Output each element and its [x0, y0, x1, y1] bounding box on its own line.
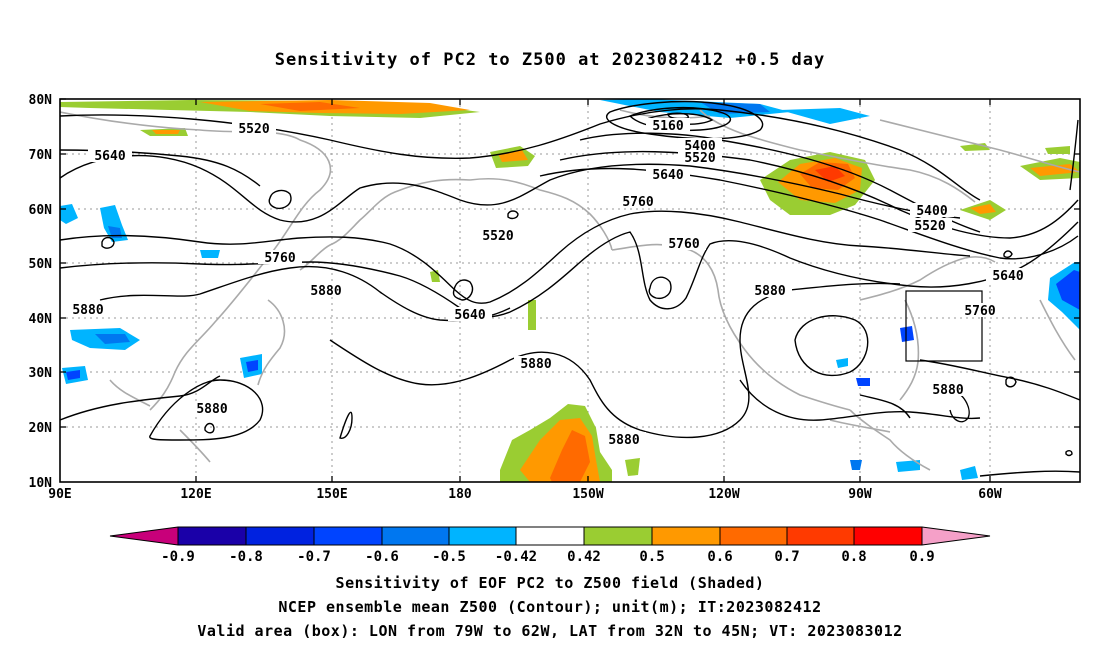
- contour-label: 5520: [476, 228, 520, 244]
- lon-label: 150E: [316, 487, 347, 502]
- colorbar-swatch: [652, 527, 720, 545]
- colorbar-tick: -0.6: [365, 549, 399, 565]
- lon-label: 90E: [48, 487, 71, 502]
- svg-text:5640: 5640: [94, 149, 125, 164]
- svg-text:5640: 5640: [652, 168, 683, 183]
- colorbar-swatch: [854, 527, 922, 545]
- contour-label: 5640: [986, 268, 1030, 284]
- colorbar-swatch: [246, 527, 314, 545]
- colorbar-swatch: [449, 527, 516, 545]
- colorbar-tick: 0.9: [909, 549, 934, 565]
- contour-label: 5880: [926, 382, 970, 398]
- lat-label: 80N: [29, 93, 53, 108]
- colorbar-swatch: [787, 527, 854, 545]
- svg-text:5760: 5760: [668, 237, 699, 252]
- contour-label: 5880: [514, 356, 558, 372]
- tick-marks: [60, 98, 1080, 482]
- lat-label: 50N: [29, 257, 53, 272]
- colorbar: [109, 526, 991, 546]
- colorbar-tick: -0.42: [495, 549, 537, 565]
- lat-label: 20N: [29, 421, 53, 436]
- colorbar-tick: 0.7: [774, 549, 799, 565]
- contour-label: 5880: [190, 401, 234, 417]
- valid-area-box: [905, 290, 983, 362]
- svg-text:5640: 5640: [454, 308, 485, 323]
- colorbar-tick: 0.5: [639, 549, 664, 565]
- svg-text:5160: 5160: [652, 119, 683, 134]
- svg-text:5880: 5880: [520, 357, 551, 372]
- colorbar-swatch: [516, 527, 584, 545]
- contour-label: 5880: [748, 283, 792, 299]
- svg-text:5520: 5520: [914, 219, 945, 234]
- svg-text:5760: 5760: [964, 304, 995, 319]
- colorbar-tick: 0.6: [707, 549, 732, 565]
- map-frame: [59, 98, 1081, 483]
- latitude-labels: 80N 70N 60N 50N 40N 30N 20N 10N: [29, 93, 53, 491]
- contour-labels: 5520 5640 5160 5400 5520 5640 5400 5520 …: [66, 118, 1030, 448]
- colorbar-tick: 0.8: [841, 549, 866, 565]
- lat-label: 40N: [29, 312, 53, 327]
- colorbar-tick: 0.42: [567, 549, 601, 565]
- svg-text:5640: 5640: [992, 269, 1023, 284]
- svg-text:5880: 5880: [932, 383, 963, 398]
- contour-label: 5880: [66, 302, 110, 318]
- lat-label: 30N: [29, 366, 53, 381]
- colorbar-ticks: -0.9 -0.8 -0.7 -0.6 -0.5 -0.42 0.42 0.5 …: [161, 549, 935, 565]
- lon-label: 120W: [708, 487, 739, 502]
- colorbar-swatch: [110, 527, 178, 545]
- svg-text:5880: 5880: [72, 303, 103, 318]
- contour-label: 5760: [616, 194, 660, 210]
- z500-contours: [60, 100, 1080, 477]
- longitude-labels: 90E 120E 150E 180 150W 120W 90W 60W: [48, 487, 1002, 502]
- contour-label: 5640: [646, 167, 690, 183]
- map-title: Sensitivity of PC2 to Z500 at 2023082412…: [274, 50, 826, 70]
- svg-text:5880: 5880: [310, 284, 341, 299]
- contour-label: 5760: [662, 236, 706, 252]
- colorbar-swatch: [314, 527, 382, 545]
- colorbar-swatch: [922, 527, 990, 545]
- caption-shading: Sensitivity of EOF PC2 to Z500 field (Sh…: [335, 574, 765, 592]
- colorbar-swatch: [720, 527, 787, 545]
- svg-text:5880: 5880: [754, 284, 785, 299]
- contour-label: 5400: [910, 203, 954, 219]
- lon-label: 60W: [978, 487, 1002, 502]
- colorbar-tick: -0.9: [161, 549, 195, 565]
- lat-label: 70N: [29, 148, 53, 163]
- lon-label: 150W: [572, 487, 603, 502]
- contour-label: 5760: [258, 250, 302, 266]
- colorbar-tick: -0.5: [432, 549, 466, 565]
- svg-text:5760: 5760: [264, 251, 295, 266]
- contour-label: 5520: [232, 121, 276, 137]
- svg-text:5520: 5520: [238, 122, 269, 137]
- contour-label: 5760: [958, 303, 1002, 319]
- svg-text:5880: 5880: [196, 402, 227, 417]
- colorbar-tick: -0.7: [297, 549, 331, 565]
- colorbar-tick: -0.8: [229, 549, 263, 565]
- contour-label: 5520: [908, 218, 952, 234]
- lon-label: 120E: [180, 487, 211, 502]
- contour-label: 5880: [304, 283, 348, 299]
- lat-label: 10N: [29, 476, 53, 491]
- colorbar-swatch: [178, 527, 246, 545]
- svg-text:5520: 5520: [684, 151, 715, 166]
- contour-label: 5880: [602, 432, 646, 448]
- contour-label: 5160: [646, 118, 690, 134]
- colorbar-swatch: [584, 527, 652, 545]
- svg-text:5400: 5400: [916, 204, 947, 219]
- contour-label: 5640: [88, 148, 132, 164]
- contour-label: 5640: [448, 307, 492, 323]
- lon-label: 180: [448, 487, 472, 502]
- contour-label: 5520: [678, 150, 722, 166]
- caption-contour: NCEP ensemble mean Z500 (Contour); unit(…: [278, 598, 822, 616]
- svg-text:5760: 5760: [622, 195, 653, 210]
- caption-valid-area: Valid area (box): LON from 79W to 62W, L…: [197, 622, 903, 640]
- svg-text:5880: 5880: [608, 433, 639, 448]
- svg-text:5520: 5520: [482, 229, 513, 244]
- lat-label: 60N: [29, 203, 53, 218]
- lon-label: 90W: [848, 487, 872, 502]
- colorbar-swatch: [382, 527, 449, 545]
